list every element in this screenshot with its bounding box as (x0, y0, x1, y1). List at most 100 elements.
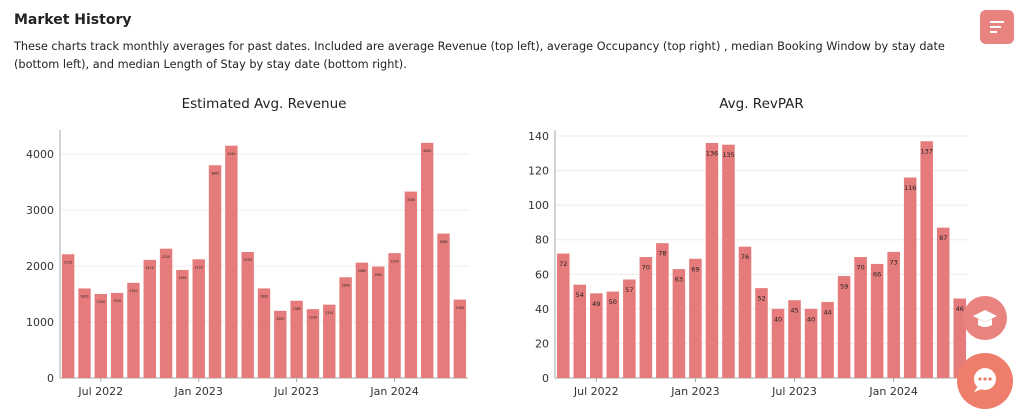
x-tick-label: Jan 2023 (670, 385, 719, 398)
data-label: 76 (741, 253, 749, 261)
data-label: 1400 (456, 306, 464, 310)
bar (738, 246, 752, 378)
bar (804, 308, 818, 378)
data-label: 3800 (211, 171, 219, 175)
bar (573, 284, 587, 378)
bar (94, 294, 108, 378)
bar (722, 144, 735, 378)
page-description: These charts track monthly averages for … (14, 40, 945, 71)
bar (127, 282, 140, 378)
data-label: 2210 (64, 260, 72, 264)
x-tick-label: Jan 2024 (868, 385, 917, 398)
data-label: 78 (658, 250, 666, 258)
data-label: 40 (807, 315, 815, 323)
bar (257, 288, 271, 378)
menu-button[interactable] (980, 10, 1014, 44)
data-label: 50 (609, 298, 617, 306)
data-label: 136 (706, 149, 718, 157)
x-tick-label: Jul 2023 (771, 385, 817, 398)
bar (705, 142, 719, 378)
bar (854, 257, 867, 378)
data-label: 1500 (97, 300, 105, 304)
data-label: 1800 (342, 283, 350, 287)
y-tick-label: 60 (535, 268, 549, 281)
data-label: 135 (722, 151, 734, 159)
y-tick-label: 3000 (26, 204, 54, 217)
bar (837, 276, 851, 378)
data-label: 1520 (113, 299, 121, 303)
bar (887, 251, 900, 378)
x-tick-label: Jul 2022 (77, 385, 123, 398)
bar (372, 266, 385, 378)
data-label: 59 (840, 283, 848, 291)
bar (159, 248, 173, 378)
data-label: 1380 (293, 307, 301, 311)
bar (639, 257, 653, 378)
bar (606, 291, 620, 378)
bar (241, 252, 254, 378)
bar (903, 177, 917, 378)
data-label: 1930 (178, 276, 186, 280)
bar (437, 233, 450, 378)
data-label: 45 (790, 307, 798, 315)
y-tick-label: 2000 (26, 260, 54, 273)
bar (556, 253, 570, 378)
data-label: 2120 (195, 266, 203, 270)
data-label: 1200 (276, 317, 284, 321)
data-label: 1230 (309, 315, 317, 319)
bar (110, 292, 124, 378)
bar (355, 262, 369, 378)
bar (788, 300, 801, 378)
data-label: 73 (890, 258, 898, 266)
data-label: 66 (873, 270, 881, 278)
x-tick-label: Jul 2023 (273, 385, 319, 398)
data-label: 63 (675, 276, 683, 284)
bar (936, 227, 950, 378)
data-label: 1990 (374, 273, 382, 277)
data-label: 4150 (227, 152, 235, 156)
bar (672, 269, 686, 378)
y-tick-label: 120 (528, 165, 549, 178)
bar (590, 293, 603, 378)
bar (61, 254, 75, 378)
bar (656, 243, 669, 378)
y-tick-label: 1000 (26, 316, 54, 329)
data-label: 70 (856, 264, 864, 272)
bar (771, 308, 785, 378)
data-label: 52 (757, 295, 765, 303)
y-tick-label: 40 (535, 303, 549, 316)
data-label: 1600 (260, 295, 268, 299)
data-label: 3330 (407, 198, 415, 202)
data-label: 1600 (80, 295, 88, 299)
bar (623, 279, 636, 378)
data-label: 2230 (390, 259, 398, 263)
bar (420, 142, 434, 378)
bar (208, 165, 222, 378)
data-label: 70 (642, 264, 650, 272)
y-tick-label: 0 (47, 372, 54, 385)
data-label: 44 (823, 308, 831, 316)
data-label: 40 (774, 315, 782, 323)
data-label: 2110 (146, 266, 154, 270)
page-title: Market History (14, 12, 132, 28)
bar (143, 259, 156, 378)
data-label: 137 (920, 148, 932, 156)
x-tick-label: Jan 2023 (173, 385, 222, 398)
y-tick-label: 20 (535, 337, 549, 350)
bar (920, 141, 933, 378)
x-tick-label: Jul 2022 (573, 385, 619, 398)
data-label: 1310 (325, 311, 333, 315)
y-tick-label: 140 (528, 130, 549, 143)
bar (274, 310, 287, 378)
data-label: 4200 (423, 149, 431, 153)
data-label: 46 (956, 305, 964, 313)
chart-title: Estimated Avg. Revenue (182, 96, 347, 112)
bar (306, 309, 320, 378)
menu-icon (990, 21, 1004, 33)
data-label: 49 (592, 300, 600, 308)
bar (225, 145, 238, 378)
chart-title: Avg. RevPAR (719, 96, 804, 112)
bar (192, 259, 205, 378)
